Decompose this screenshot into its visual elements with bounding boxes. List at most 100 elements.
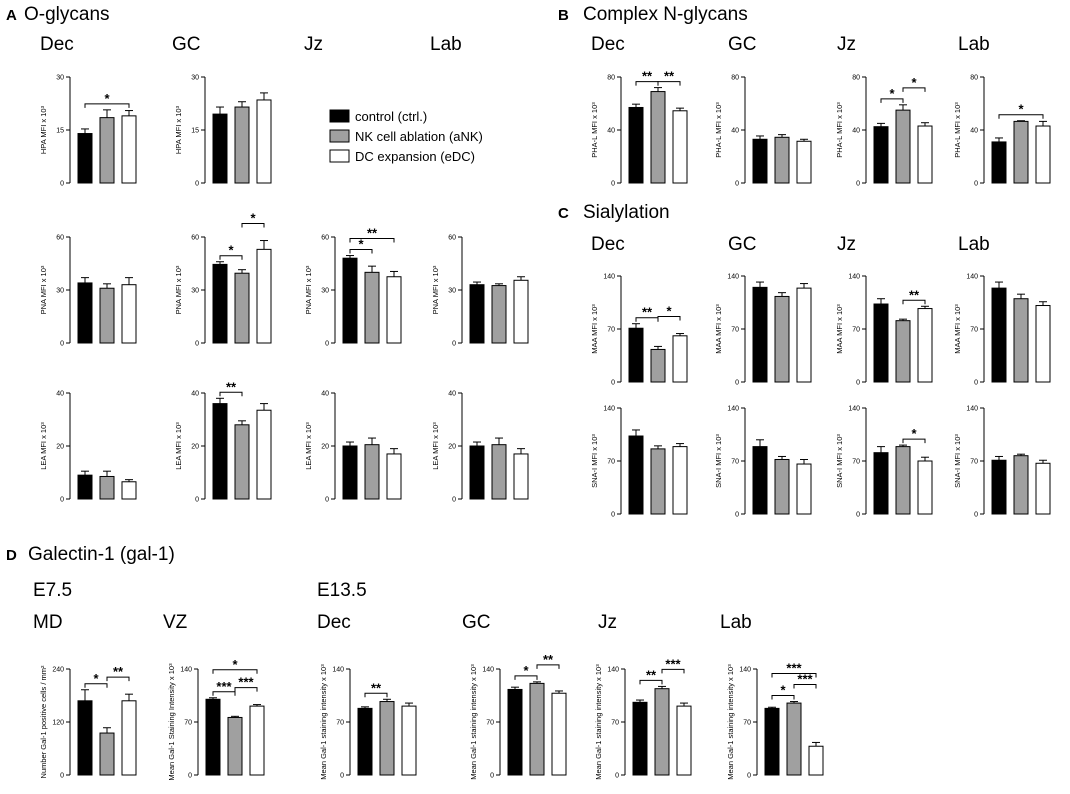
y-tick-label: 80 <box>970 75 978 82</box>
significance-label: *** <box>797 672 813 687</box>
y-tick-label: 60 <box>191 235 199 242</box>
chart-title: GC <box>728 34 757 55</box>
bar-ank <box>234 424 250 500</box>
y-tick-label: 140 <box>739 667 751 674</box>
chart-b-phal-jz: Jz 0 40 80 PHA-L MFI x 10³ * * <box>835 34 933 188</box>
significance-label: * <box>523 663 529 678</box>
bar-ank <box>774 295 790 383</box>
significance-bracket <box>536 664 560 669</box>
bar-edc <box>1035 125 1051 184</box>
y-axis-label: PHA-L MFI x 10³ <box>953 102 962 158</box>
chart-a-pna-jz: Jz 0 30 60 PNA MFI x 10³ *** <box>304 34 402 348</box>
group-label-e7-5: E7.5 <box>33 580 72 601</box>
significance-label: * <box>889 86 895 101</box>
y-tick-label: 0 <box>615 773 619 780</box>
y-tick-label: 140 <box>603 274 615 281</box>
bar-ank <box>895 446 911 515</box>
significance-bracket <box>880 98 904 103</box>
bar-ank <box>99 475 115 500</box>
significance-label: *** <box>216 679 232 694</box>
y-tick-label: 70 <box>607 459 615 466</box>
chart-title: GC <box>462 612 491 633</box>
significance-label: * <box>104 91 110 106</box>
y-tick-label: 40 <box>970 128 978 135</box>
y-tick-label: 0 <box>856 380 860 387</box>
bar-ctrl <box>357 707 373 776</box>
y-tick-label: 30 <box>448 288 456 295</box>
y-axis-label: LEA MFI x 10³ <box>431 422 440 470</box>
y-tick-label: 0 <box>856 181 860 188</box>
chart-d-md: MD 0 120 240 Number Gal-1 positive cells / m… <box>33 612 137 780</box>
panel-a-letter: A <box>6 7 17 24</box>
y-tick-label: 40 <box>852 128 860 135</box>
chart-a-lea-dec: 0 20 40 LEA MFI x 10³ <box>39 391 137 504</box>
y-tick-label: 30 <box>56 288 64 295</box>
significance-bracket <box>212 669 258 674</box>
chart-title: Lab <box>720 612 752 633</box>
bar-ank <box>364 271 380 344</box>
significance-bracket <box>364 692 388 698</box>
bar-ank <box>491 444 507 500</box>
y-tick-label: 0 <box>60 497 64 504</box>
y-tick-label: 80 <box>731 75 739 82</box>
chart-title: VZ <box>163 612 188 633</box>
bar-edc <box>551 692 567 776</box>
bar-ctrl <box>752 446 768 515</box>
y-tick-label: 0 <box>452 497 456 504</box>
bar-edc <box>249 705 265 776</box>
legend-swatch-edc <box>329 149 350 163</box>
significance-bracket <box>661 668 685 674</box>
y-tick-label: 40 <box>448 391 456 398</box>
y-tick-label: 40 <box>607 128 615 135</box>
y-tick-label: 20 <box>321 444 329 451</box>
significance-label: ** <box>226 379 237 394</box>
bar-ank <box>1013 298 1029 383</box>
bar-ank <box>650 91 666 184</box>
y-axis-label: PNA MFI x 10³ <box>431 265 440 314</box>
y-tick-label: 0 <box>325 341 329 348</box>
y-tick-label: 20 <box>191 444 199 451</box>
chart-title: Lab <box>958 34 990 55</box>
significance-label: *** <box>665 656 681 671</box>
bar-ctrl <box>212 263 228 344</box>
bar-ctrl <box>764 707 780 776</box>
chart-title: Jz <box>304 34 323 55</box>
y-tick-label: 0 <box>195 497 199 504</box>
y-tick-label: 0 <box>60 341 64 348</box>
chart-c-sna-jz: 0 70 140 SNA-I MFI x 10³ * <box>835 406 933 519</box>
y-tick-label: 0 <box>60 181 64 188</box>
group-label-e13-5: E13.5 <box>317 580 367 601</box>
chart-c-maa-gc: GC 0 70 140 MAA MFI x 10³ <box>714 234 812 387</box>
bar-edc <box>917 460 933 515</box>
y-tick-label: 140 <box>180 667 192 674</box>
significance-label: ** <box>642 305 653 320</box>
significance-label: ** <box>543 652 554 667</box>
legend-label-ank: NK cell ablation (aNK) <box>355 129 483 144</box>
significance-label: * <box>232 657 238 672</box>
y-tick-label: 0 <box>735 181 739 188</box>
bar-edc <box>386 276 402 344</box>
y-tick-label: 140 <box>727 406 739 413</box>
significance-bracket <box>84 683 108 688</box>
significance-bracket <box>212 691 236 696</box>
y-axis-label: SNA-I MFI x 10³ <box>953 434 962 488</box>
chart-c-maa-jz: Jz 0 70 140 MAA MFI x 10³ ** <box>835 234 933 387</box>
y-tick-label: 0 <box>452 341 456 348</box>
bar-ctrl <box>469 445 485 500</box>
bar-ctrl <box>632 701 648 776</box>
bar-edc <box>401 705 417 776</box>
significance-bracket <box>219 391 243 397</box>
bar-ctrl <box>628 435 644 515</box>
legend: control (ctrl.) NK cell ablation (aNK) D… <box>329 109 483 164</box>
y-tick-label: 70 <box>731 327 739 334</box>
chart-a-pna-dec: 0 30 60 PNA MFI x 10³ <box>39 235 137 348</box>
bar-ank <box>786 702 802 776</box>
y-tick-label: 0 <box>340 773 344 780</box>
significance-bracket <box>657 81 681 86</box>
y-tick-label: 0 <box>974 512 978 519</box>
significance-bracket <box>349 238 395 243</box>
significance-bracket <box>241 223 265 228</box>
y-tick-label: 0 <box>974 181 978 188</box>
y-axis-label: PNA MFI x 10³ <box>39 265 48 314</box>
